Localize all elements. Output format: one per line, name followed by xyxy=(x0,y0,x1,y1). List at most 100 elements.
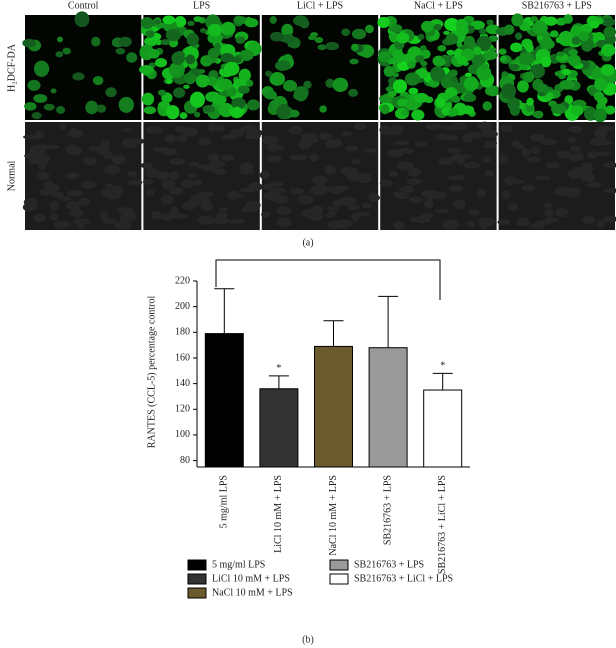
cell xyxy=(450,95,461,103)
texture xyxy=(364,148,377,153)
texture xyxy=(229,128,245,138)
texture xyxy=(350,212,360,222)
texture xyxy=(406,178,422,185)
cell xyxy=(445,102,453,108)
cell xyxy=(166,105,180,120)
texture xyxy=(215,124,225,132)
x-tick-label: NaCl 10 mM + LPS xyxy=(328,475,339,556)
texture xyxy=(23,134,41,140)
cell xyxy=(206,76,218,87)
bar xyxy=(204,333,244,468)
cell xyxy=(464,72,472,77)
cell xyxy=(118,36,132,47)
x-tick-label: SB216763 + LiCl + LPS xyxy=(437,475,448,574)
cell xyxy=(232,56,242,64)
texture xyxy=(82,156,97,166)
texture xyxy=(36,171,50,181)
texture xyxy=(363,173,372,181)
cell xyxy=(417,33,425,40)
texture xyxy=(540,138,558,146)
texture xyxy=(239,187,257,193)
texture xyxy=(425,123,443,130)
cell xyxy=(270,31,284,42)
texture xyxy=(568,152,584,162)
cell xyxy=(155,39,162,46)
texture xyxy=(332,199,342,207)
texture xyxy=(507,203,519,212)
texture xyxy=(53,220,72,229)
texture xyxy=(353,122,367,130)
column-label: LPS xyxy=(193,0,210,11)
cell xyxy=(169,61,185,78)
texture xyxy=(441,219,460,230)
cell xyxy=(184,72,196,85)
cell xyxy=(162,15,176,25)
cell xyxy=(435,97,446,108)
legend-label: LiCl 10 mM + LPS xyxy=(212,573,290,584)
row-label: Normal xyxy=(6,161,17,192)
texture xyxy=(164,134,177,143)
texture xyxy=(319,132,333,141)
cell xyxy=(276,104,291,120)
texture xyxy=(261,211,271,218)
y-axis-label: RANTES (CCL-5) percentage control xyxy=(146,296,157,449)
texture xyxy=(456,157,466,166)
texture xyxy=(58,195,72,202)
cell xyxy=(317,44,327,51)
cell xyxy=(189,91,205,108)
cell xyxy=(217,78,233,91)
cell xyxy=(448,108,459,117)
texture xyxy=(543,202,553,209)
texture xyxy=(45,183,60,193)
caption: (b) xyxy=(302,634,314,645)
texture xyxy=(104,164,121,175)
texture xyxy=(262,135,279,145)
texture xyxy=(479,220,488,230)
texture xyxy=(259,171,271,180)
cell xyxy=(274,60,291,71)
texture xyxy=(180,179,194,189)
texture xyxy=(451,174,465,180)
cell xyxy=(281,23,294,37)
texture xyxy=(527,156,541,163)
texture xyxy=(267,155,282,163)
cell xyxy=(446,49,455,56)
texture xyxy=(597,125,608,131)
texture xyxy=(529,222,545,229)
texture xyxy=(603,215,616,223)
texture xyxy=(51,191,65,198)
cell xyxy=(91,36,101,47)
texture xyxy=(269,187,286,194)
texture xyxy=(68,127,80,137)
cell xyxy=(430,66,446,82)
bar xyxy=(314,345,353,468)
cell xyxy=(476,35,492,52)
texture xyxy=(226,190,241,200)
cell xyxy=(536,35,544,40)
texture xyxy=(348,204,360,211)
texture xyxy=(593,128,608,139)
cell xyxy=(166,78,173,84)
cell xyxy=(593,91,605,102)
cell xyxy=(140,16,154,30)
cell xyxy=(195,74,210,88)
texture xyxy=(369,194,380,202)
cell xyxy=(105,87,117,98)
texture xyxy=(229,218,246,224)
texture xyxy=(45,144,60,150)
cell xyxy=(578,30,589,42)
texture xyxy=(434,208,450,214)
cell xyxy=(85,100,99,115)
cell xyxy=(148,48,160,59)
texture xyxy=(461,154,474,159)
cell xyxy=(482,101,492,111)
texture xyxy=(197,191,214,198)
cell xyxy=(308,35,316,41)
texture xyxy=(218,207,229,212)
texture xyxy=(453,199,466,210)
cell xyxy=(433,23,442,31)
texture xyxy=(301,209,312,217)
cell xyxy=(174,51,185,59)
texture xyxy=(446,147,462,154)
